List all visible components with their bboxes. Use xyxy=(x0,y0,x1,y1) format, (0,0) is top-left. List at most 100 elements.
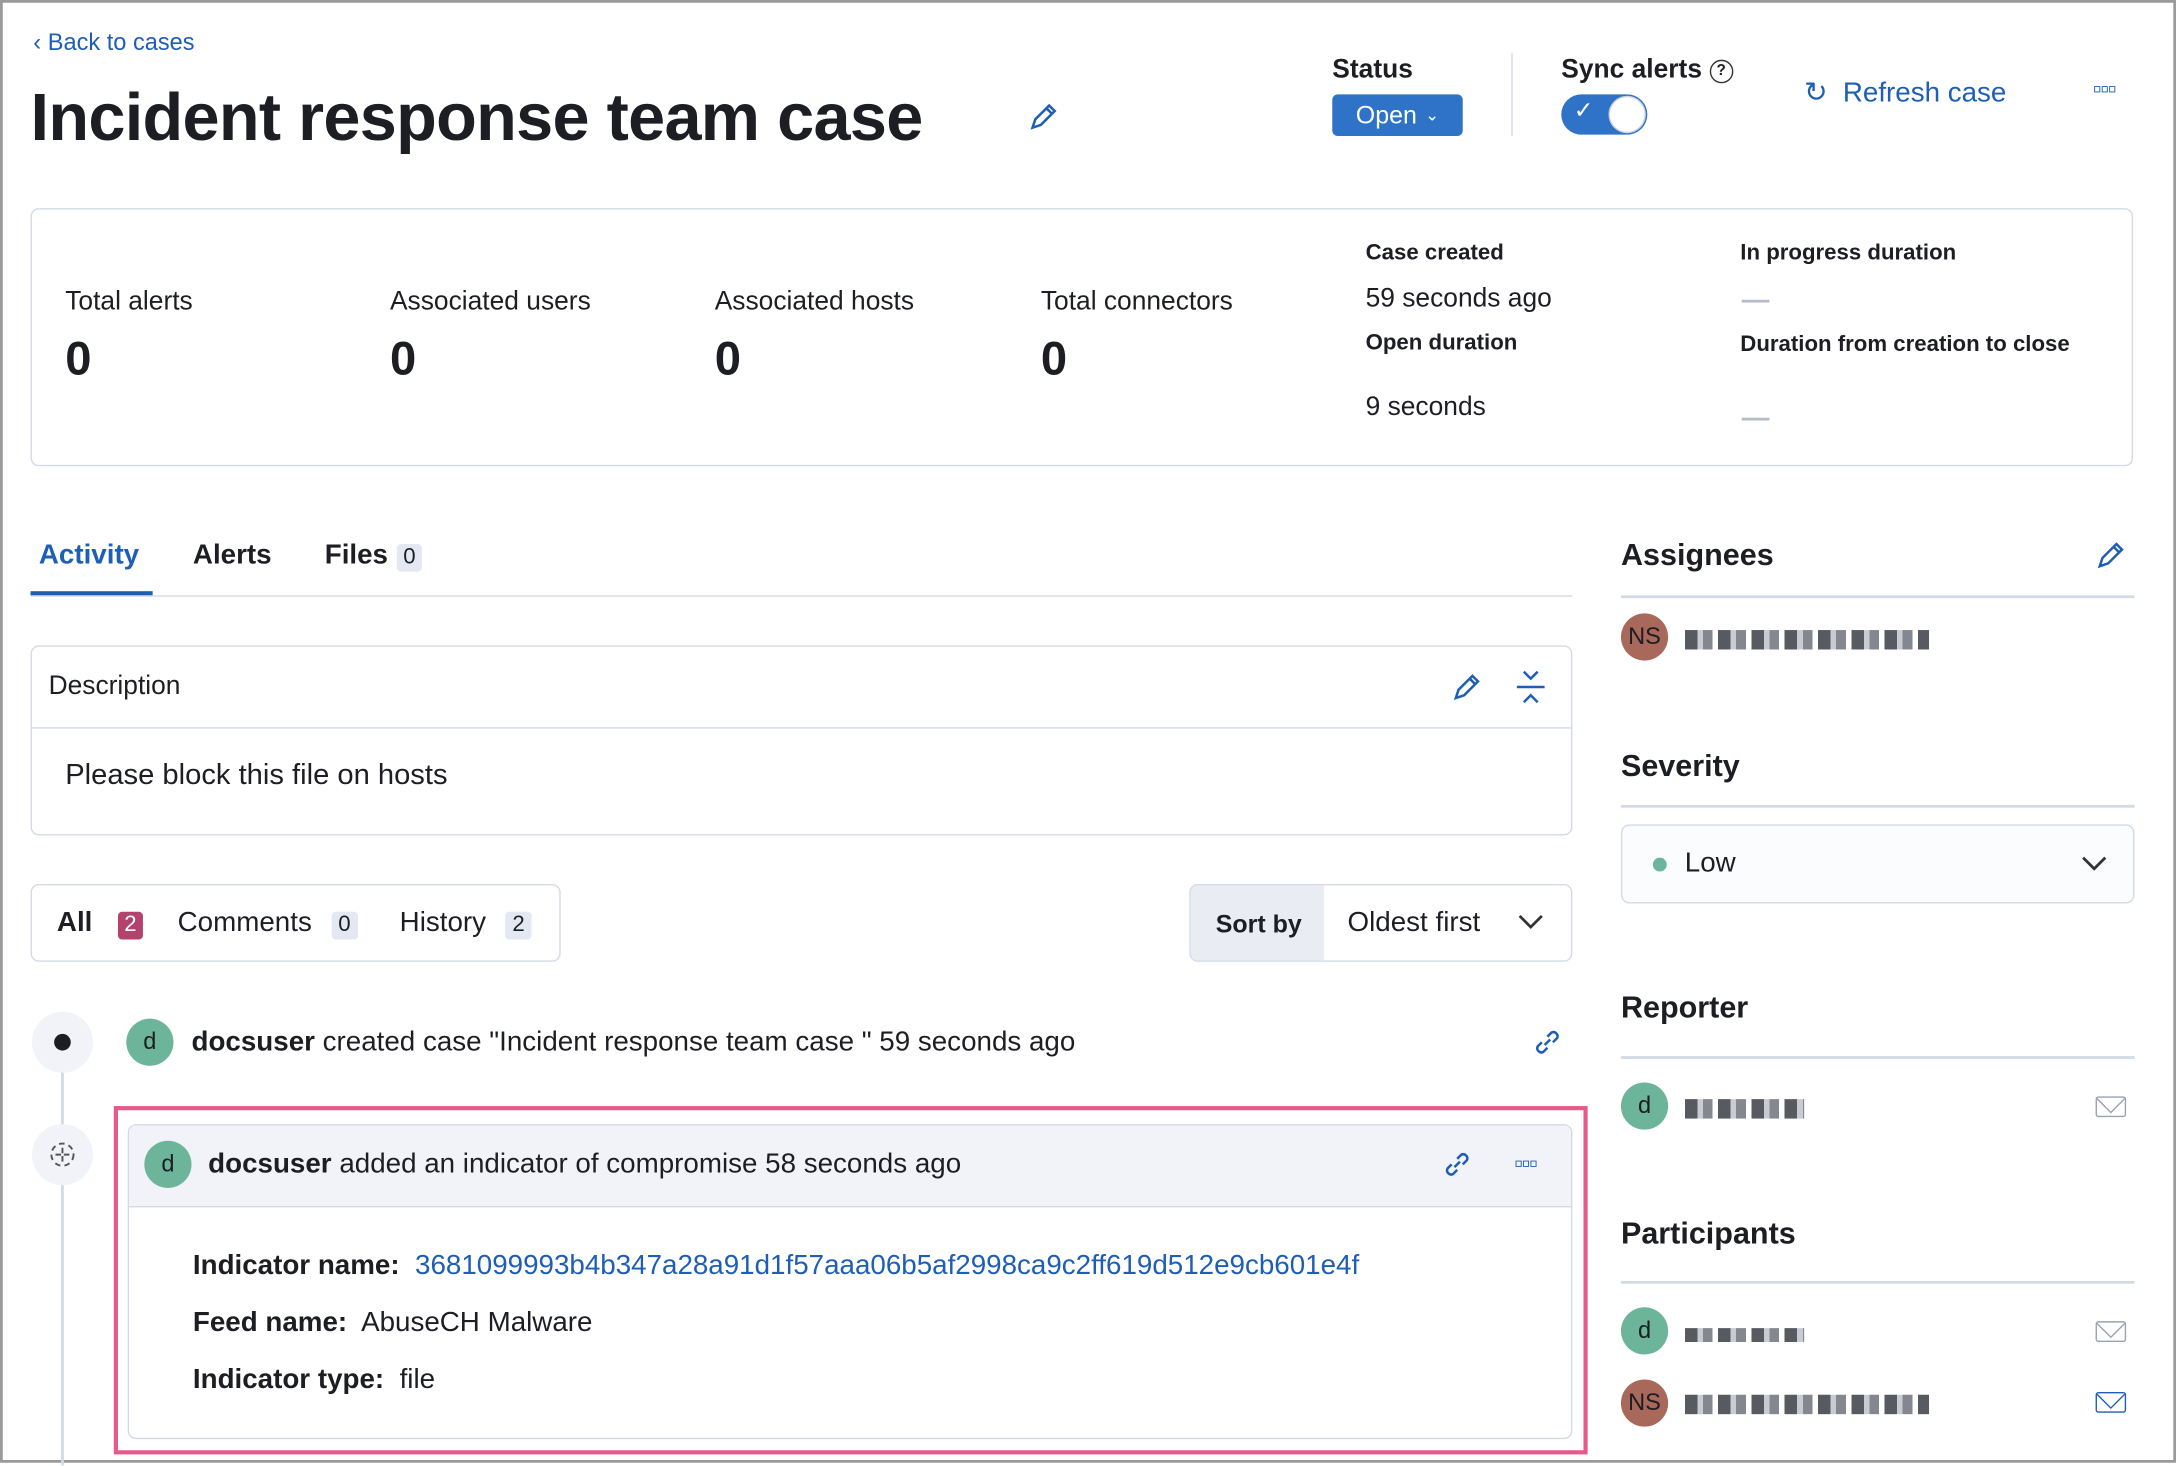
timeline-line xyxy=(61,1071,64,1466)
sort-label: Sort by xyxy=(1215,910,1302,939)
ellipsis-icon: ▫▫▫ xyxy=(1514,1149,1538,1177)
filter-history[interactable]: History 2 xyxy=(400,908,532,940)
indicator-comment-card xyxy=(127,1124,1573,1440)
assignee-name-redacted xyxy=(1684,630,1930,650)
avatar: d xyxy=(144,1140,192,1188)
in-progress-duration-empty xyxy=(1741,299,1770,303)
feed-name-row: Feed name: AbuseCH Malware xyxy=(192,1307,593,1338)
chevron-down-icon xyxy=(1517,912,1545,938)
tab-activity[interactable]: Activity xyxy=(38,539,140,571)
sync-alerts-toggle[interactable]: ✓ xyxy=(1561,94,1648,135)
crosshair-icon xyxy=(31,1124,93,1186)
edit-description-button[interactable] xyxy=(1450,670,1483,710)
history-count-badge: 2 xyxy=(505,911,532,940)
divider xyxy=(1620,595,2135,599)
divider xyxy=(1620,1280,2135,1284)
divider xyxy=(31,727,1571,729)
activity-event-created: docsuser created case "Incident response… xyxy=(191,1026,1076,1058)
activity-filter-group xyxy=(30,884,561,962)
tab-alerts[interactable]: Alerts xyxy=(192,539,272,571)
collapse-description-button[interactable] xyxy=(1514,669,1547,712)
in-progress-duration-label: In progress duration xyxy=(1740,241,1957,266)
avatar: NS xyxy=(1620,1379,1669,1427)
total-connectors-value: 0 xyxy=(1040,333,1068,386)
sort-select[interactable] xyxy=(1189,884,1573,962)
activity-event-indicator: docsuser added an indicator of compromis… xyxy=(208,1149,962,1180)
link-icon xyxy=(1536,1030,1559,1054)
email-icon xyxy=(2095,1321,2127,1343)
associated-users-value: 0 xyxy=(389,333,417,386)
severity-heading: Severity xyxy=(1620,748,1740,783)
more-actions-button[interactable]: ▫▫▫ xyxy=(2092,74,2117,104)
copy-link-button[interactable] xyxy=(1531,1026,1564,1066)
copy-link-button[interactable] xyxy=(1441,1148,1474,1188)
tab-files[interactable]: Files 0 xyxy=(325,540,423,572)
timeline-dot-icon xyxy=(31,1011,93,1073)
chevron-left-icon: ‹ xyxy=(33,29,48,56)
sync-alerts-label: Sync alerts ? xyxy=(1561,56,1733,87)
assignees-heading: Assignees xyxy=(1620,537,1774,572)
avatar: d xyxy=(1620,1082,1669,1130)
highlight-box xyxy=(113,1106,1588,1455)
indicator-name-row: Indicator name: 3681099993b4b347a28a91d1… xyxy=(192,1250,1360,1281)
chevron-down-icon xyxy=(2080,853,2108,879)
fold-icon xyxy=(1516,670,1545,704)
divider xyxy=(1620,804,2135,808)
status-label: Status xyxy=(1332,55,1413,85)
total-connectors-label: Total connectors xyxy=(1040,287,1233,317)
ellipsis-icon: ▫▫▫ xyxy=(2092,74,2117,103)
pencil-icon xyxy=(2097,542,2124,569)
indicator-name-link[interactable]: 3681099993b4b347a28a91d1f57aaa06b5af2998… xyxy=(415,1250,1360,1281)
severity-dot-icon xyxy=(1652,857,1667,872)
link-icon xyxy=(1445,1153,1469,1176)
send-email-icon[interactable] xyxy=(2095,1391,2127,1413)
sort-value[interactable]: Oldest first xyxy=(1347,907,1481,939)
avatar: d xyxy=(1620,1307,1669,1355)
total-alerts-value: 0 xyxy=(65,333,92,386)
participants-heading: Participants xyxy=(1620,1215,1796,1251)
indicator-type-row: Indicator type: file xyxy=(192,1364,436,1395)
description-panel xyxy=(30,645,1573,836)
comments-count-badge: 0 xyxy=(331,911,358,940)
status-dropdown[interactable]: Open ⌄ xyxy=(1332,94,1463,137)
participant-name-redacted xyxy=(1684,1394,1930,1415)
email-icon xyxy=(2095,1096,2127,1118)
edit-title-button[interactable] xyxy=(1027,100,1060,140)
filter-all[interactable]: All 2 xyxy=(57,908,144,940)
refresh-icon: ↻ xyxy=(1804,77,1828,109)
open-duration-value: 9 seconds xyxy=(1365,392,1486,422)
all-count-badge: 2 xyxy=(117,911,144,940)
page-title: Incident response team case xyxy=(30,81,924,156)
divider xyxy=(1620,1056,2135,1059)
creation-close-duration-label: Duration from creation to close xyxy=(1740,333,2070,357)
severity-value: Low xyxy=(1684,847,1736,879)
help-icon[interactable]: ? xyxy=(1709,59,1733,84)
refresh-case-button[interactable]: ↻ Refresh case xyxy=(1804,77,2007,109)
participant-name-redacted xyxy=(1684,1328,1805,1343)
case-created-value: 59 seconds ago xyxy=(1365,284,1552,314)
reporter-heading: Reporter xyxy=(1620,989,1749,1025)
description-label: Description xyxy=(48,671,181,701)
chevron-down-icon: ⌄ xyxy=(1425,105,1440,125)
check-icon: ✓ xyxy=(1573,97,1594,124)
description-text: Please block this file on hosts xyxy=(65,759,448,792)
comment-actions-button[interactable]: ▫▫▫ xyxy=(1514,1149,1538,1178)
open-duration-label: Open duration xyxy=(1365,331,1518,356)
total-alerts-label: Total alerts xyxy=(65,287,193,317)
creation-close-duration-empty xyxy=(1741,417,1770,421)
back-to-cases-link[interactable]: ‹ Back to cases xyxy=(33,29,195,56)
edit-assignees-button[interactable] xyxy=(2094,538,2127,578)
severity-select[interactable] xyxy=(1620,824,2135,904)
case-created-label: Case created xyxy=(1365,241,1504,266)
active-tab-indicator xyxy=(30,591,153,596)
tabs-divider xyxy=(30,595,1573,597)
pencil-icon xyxy=(1453,674,1480,701)
avatar: NS xyxy=(1620,613,1669,661)
associated-hosts-label: Associated hosts xyxy=(714,287,915,317)
avatar: d xyxy=(126,1018,174,1066)
files-count-badge: 0 xyxy=(396,544,423,572)
filter-comments[interactable]: Comments 0 xyxy=(178,908,358,940)
divider xyxy=(1511,52,1513,137)
associated-users-label: Associated users xyxy=(389,287,591,317)
